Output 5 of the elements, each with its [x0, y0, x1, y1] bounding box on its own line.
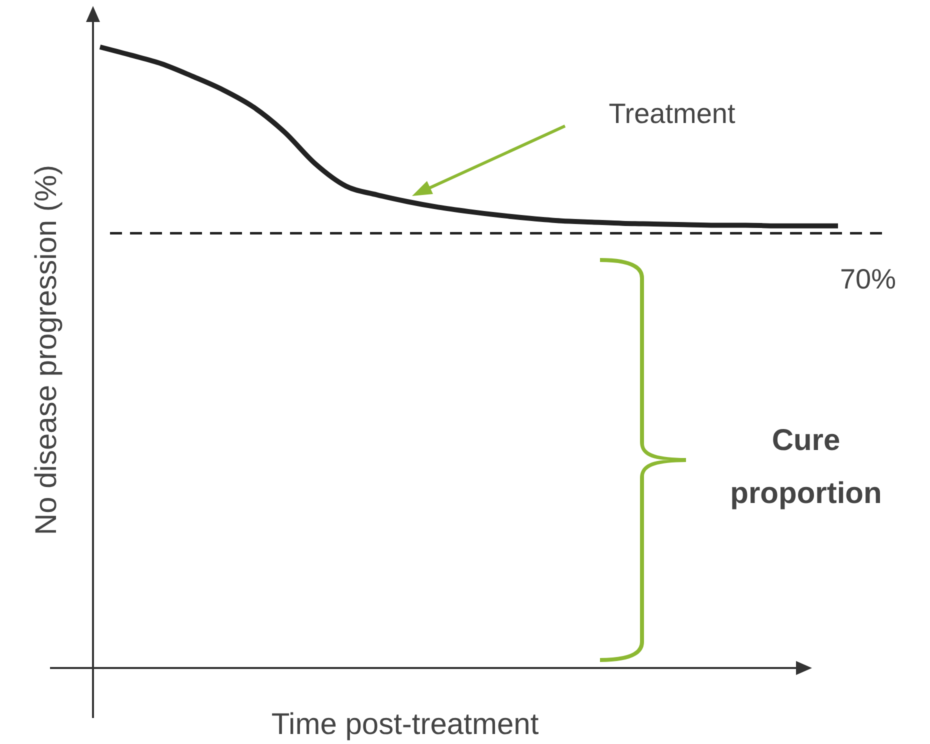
x-axis-title: Time post-treatment: [271, 708, 540, 741]
annotation: Treatment: [608, 98, 736, 129]
y-axis-title: No disease progression (%): [30, 164, 63, 536]
ref-line-label: 70%: [840, 263, 896, 294]
annotation: Cure proportion: [730, 424, 882, 510]
